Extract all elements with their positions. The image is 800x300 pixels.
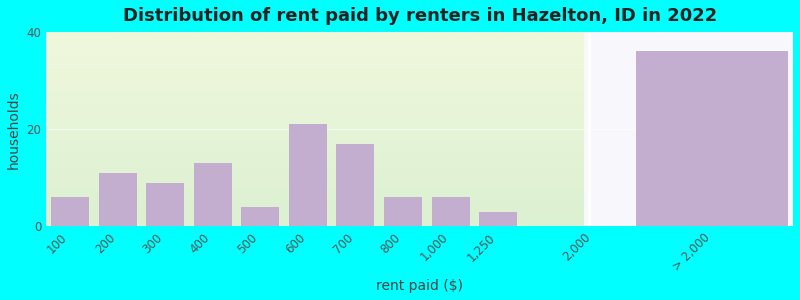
Bar [636, 52, 788, 226]
Bar [479, 212, 517, 226]
Bar [337, 144, 374, 226]
Bar [584, 32, 793, 226]
Bar [242, 207, 279, 226]
Bar [431, 197, 470, 226]
Bar [98, 173, 137, 226]
X-axis label: rent paid ($): rent paid ($) [376, 279, 463, 293]
Bar [146, 182, 184, 226]
Bar [51, 197, 89, 226]
Bar [289, 124, 327, 226]
Bar [194, 163, 232, 226]
Y-axis label: households: households [7, 90, 21, 169]
Title: Distribution of rent paid by renters in Hazelton, ID in 2022: Distribution of rent paid by renters in … [122, 7, 717, 25]
Bar [384, 197, 422, 226]
